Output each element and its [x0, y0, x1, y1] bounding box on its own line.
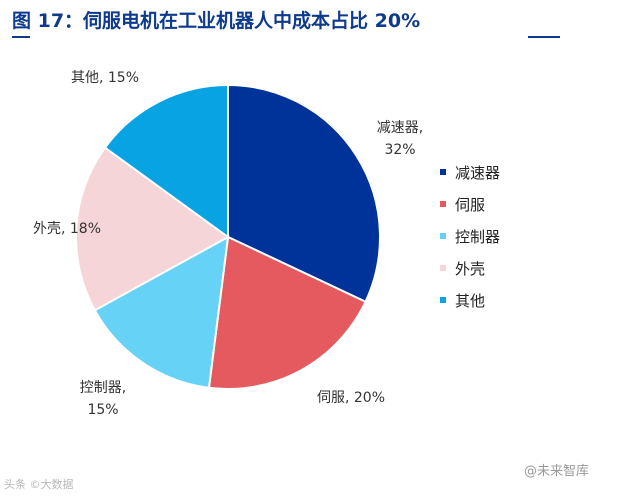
pie-slice-servo [207, 235, 367, 390]
data-label-other: 其他, 15% [71, 70, 139, 86]
pie-slice-reducer [227, 83, 381, 304]
legend-label-housing: 外壳 [455, 260, 485, 278]
legend-label-reducer: 减速器 [455, 164, 500, 182]
legend-label-servo: 伺服 [455, 196, 485, 214]
pie-slice-labels: 减速器, 32% 伺服, 20% 控制器, 15% 外壳, 18% 其他, 15% [33, 70, 423, 418]
page-title: 图 17：伺服电机在工业机器人中成本占比 20% [12, 10, 421, 32]
legend-swatch-other [440, 297, 446, 303]
title-underline-left [12, 36, 30, 38]
data-label-controller: 控制器, 15% [80, 380, 126, 418]
legend-swatch-servo [440, 201, 446, 207]
watermark-left: 头条 ©大数据 [4, 478, 74, 491]
legend-swatch-housing [440, 265, 446, 271]
title-underline-right [528, 36, 560, 38]
pie-slice-controller [93, 235, 230, 389]
watermark-right: @未来智库 [524, 464, 590, 479]
pie-slice-housing [75, 146, 230, 312]
legend-swatch-reducer [440, 169, 446, 175]
data-label-housing: 外壳, 18% [33, 220, 101, 237]
legend-label-controller: 控制器 [455, 228, 500, 246]
data-label-reducer: 减速器, 32% [377, 120, 423, 158]
legend-swatch-controller [440, 233, 446, 239]
pie-slice-other [103, 83, 229, 239]
data-label-servo: 伺服, 20% [317, 390, 385, 406]
legend-label-other: 其他 [455, 292, 485, 310]
pie-slices [75, 83, 381, 390]
